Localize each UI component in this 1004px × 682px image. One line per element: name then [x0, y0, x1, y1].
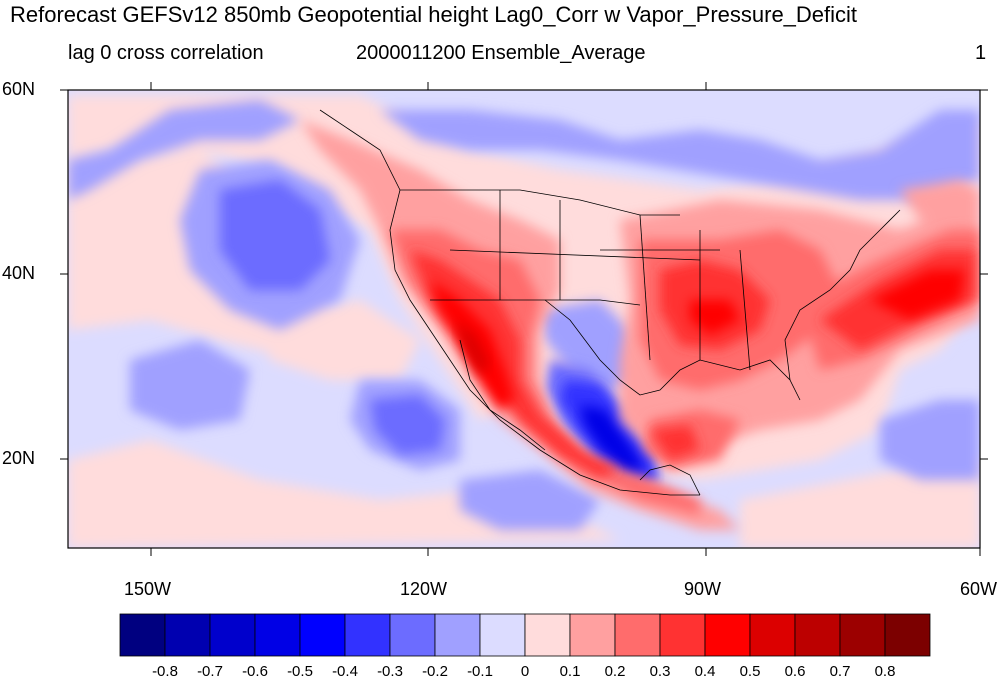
colorbar-tick-label: 0.8: [874, 663, 896, 680]
colorbar-tick-label: 0.3: [649, 663, 671, 680]
colorbar-tick-label: -0.7: [197, 663, 223, 680]
colorbar-tick-label: 0.2: [604, 663, 626, 680]
colorbar-swatch: [569, 613, 616, 657]
colorbar: [119, 613, 931, 657]
lon-label-90w: 90W: [684, 579, 722, 599]
colorbar-tick-label: -0.4: [332, 663, 358, 680]
lat-label-60n: 60N: [2, 79, 36, 99]
lon-label-120w: 120W: [400, 579, 448, 599]
lon-label-150w: 150W: [124, 579, 172, 599]
colorbar-tick-label: 0.1: [559, 663, 581, 680]
colorbar-swatch: [389, 613, 436, 657]
colorbar-tick-label: 0.6: [784, 663, 806, 680]
colorbar-swatch: [614, 613, 661, 657]
colorbar-tick-label: 0: [520, 663, 530, 680]
colorbar-swatch: [749, 613, 796, 657]
lon-label-60w: 60W: [960, 579, 998, 599]
colorbar-tick-label: -0.8: [152, 663, 178, 680]
colorbar-swatch: [254, 613, 301, 657]
colorbar-swatch: [479, 613, 526, 657]
colorbar-swatch: [884, 613, 931, 657]
colorbar-swatch: [839, 613, 886, 657]
lat-label-20n: 20N: [2, 448, 36, 468]
colorbar-tick-label: -0.5: [287, 663, 313, 680]
colorbar-tick-label: 0.5: [739, 663, 761, 680]
colorbar-swatch: [794, 613, 841, 657]
figure-title: Reforecast GEFSv12 850mb Geopotential he…: [10, 2, 858, 27]
colorbar-tick-label: -0.6: [242, 663, 268, 680]
coastlines-borders: [319, 109, 901, 496]
subtitle-left: lag 0 cross correlation: [68, 42, 264, 64]
subtitle-right: 1: [975, 42, 987, 64]
colorbar-swatch: [119, 613, 166, 657]
colorbar-swatch: [209, 613, 256, 657]
colorbar-swatch: [434, 613, 481, 657]
colorbar-tick-label: -0.3: [377, 663, 403, 680]
colorbar-tick-label: 0.7: [829, 663, 851, 680]
colorbar-tick-label: -0.2: [422, 663, 448, 680]
colorbar-tick-label: -0.1: [467, 663, 493, 680]
map-frame: [60, 82, 988, 556]
lat-label-40n: 40N: [2, 263, 36, 283]
colorbar-swatch: [659, 613, 706, 657]
colorbar-tick-label: 0.4: [694, 663, 716, 680]
colorbar-swatch: [344, 613, 391, 657]
colorbar-swatch: [524, 613, 571, 657]
colorbar-swatch: [704, 613, 751, 657]
colorbar-swatch: [299, 613, 346, 657]
colorbar-swatch: [164, 613, 211, 657]
subtitle-center: 2000011200 Ensemble_Average: [356, 42, 646, 64]
correlation-field: [68, 90, 980, 548]
